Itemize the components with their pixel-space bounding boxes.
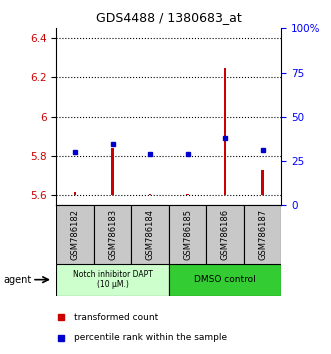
Bar [261,170,264,195]
Bar [206,205,244,264]
Text: GSM786184: GSM786184 [146,209,155,260]
Text: Notch inhibitor DAPT
(10 μM.): Notch inhibitor DAPT (10 μM.) [72,270,153,289]
Text: agent: agent [3,275,31,285]
Text: DMSO control: DMSO control [194,275,256,284]
Text: transformed count: transformed count [74,313,159,322]
Text: GSM786187: GSM786187 [258,209,267,260]
Text: GSM786185: GSM786185 [183,209,192,260]
Bar [111,148,114,195]
Bar [56,205,94,264]
Title: GDS4488 / 1380683_at: GDS4488 / 1380683_at [96,11,242,24]
Bar [56,264,169,296]
Text: GSM786183: GSM786183 [108,209,117,260]
Bar [94,205,131,264]
Text: GSM786186: GSM786186 [220,209,230,260]
Bar [131,205,169,264]
Bar [149,194,151,195]
Bar [244,205,281,264]
Bar [74,192,76,195]
Bar [169,205,206,264]
Bar [169,264,281,296]
Bar [224,68,226,195]
Bar [186,194,189,195]
Text: percentile rank within the sample: percentile rank within the sample [74,333,227,342]
Text: GSM786182: GSM786182 [71,209,79,260]
